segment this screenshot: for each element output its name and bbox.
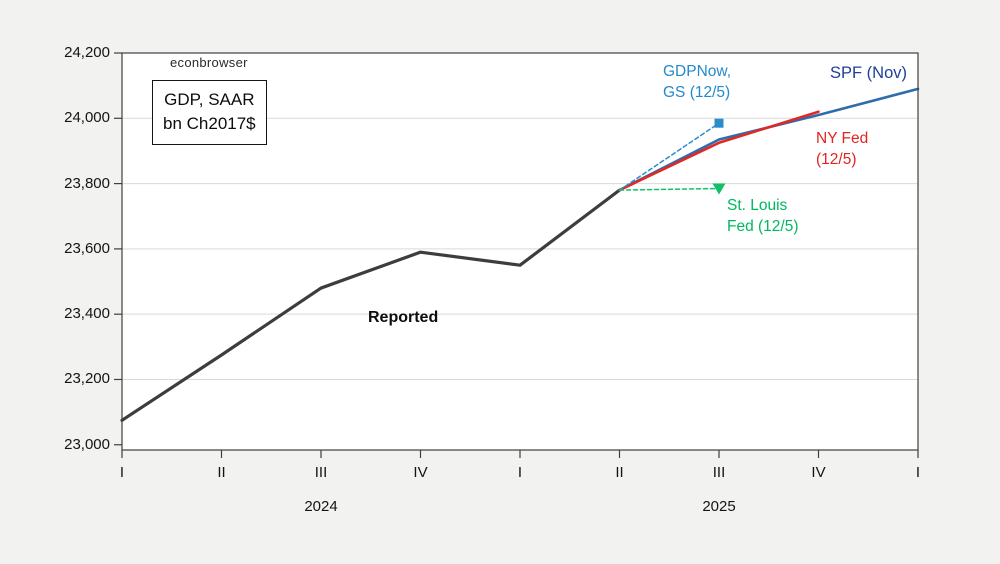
year-label-2025: 2025 [702,498,736,515]
x-tick-label: I [517,464,523,481]
y-tick-label: 23,000 [64,435,110,453]
y-tick-label: 24,000 [64,109,110,127]
watermark-econbrowser: econbrowser [170,55,248,70]
stlouis-label-line1: St. Louis [727,197,788,214]
stlouis-triangle-marker [712,183,726,195]
series-line-reported [120,188,622,422]
gdpnow-label-line1: GDPNow, [663,63,732,80]
x-tick-label: II [615,464,624,481]
nyfed-label-line1: NY Fed [816,130,869,147]
gdpnow-square-marker [714,118,724,128]
gdpnow-label-line2: GS (12/5) [663,84,731,101]
series-line-ny-fed-12-5- [618,110,820,192]
x-tick-label: I [119,464,125,481]
x-tick-label: II [217,464,226,481]
x-tick-label: IV [811,464,826,481]
year-label-2024: 2024 [304,498,338,515]
gdpnow-series-label: GDPNow, GS (12/5) [663,61,731,103]
nyfed-series-label: NY Fed (12/5) [816,128,868,170]
plot-border [121,52,919,451]
series-line-gdpnow-gs-12-5- [618,122,720,191]
nyfed-label-line2: (12/5) [816,151,857,168]
y-tick-label: 23,600 [64,239,110,257]
y-tick-label: 24,200 [64,44,110,61]
y-tick-label: 23,400 [64,305,110,323]
spf-series-label: SPF (Nov) [829,64,907,82]
gdp-annotation-line2: bn Ch2017$ [163,114,256,133]
y-tick-label: 23,200 [64,370,110,388]
y-tick-label: 23,800 [64,174,110,192]
gdp-annotation-line1: GDP, SAAR [164,90,255,109]
reported-series-label: Reported [368,309,439,326]
series-line-st-louis-fed-12-5- [618,187,720,191]
gdp-annotation-box: GDP, SAAR bn Ch2017$ [152,80,267,145]
x-tick-label: I [915,464,921,481]
x-tick-label: IV [413,464,428,481]
x-tick-label: III [314,464,328,481]
stlouis-series-label: St. Louis Fed (12/5) [727,195,799,237]
x-tick-label: III [712,464,726,481]
stlouis-label-line2: Fed (12/5) [727,218,799,235]
